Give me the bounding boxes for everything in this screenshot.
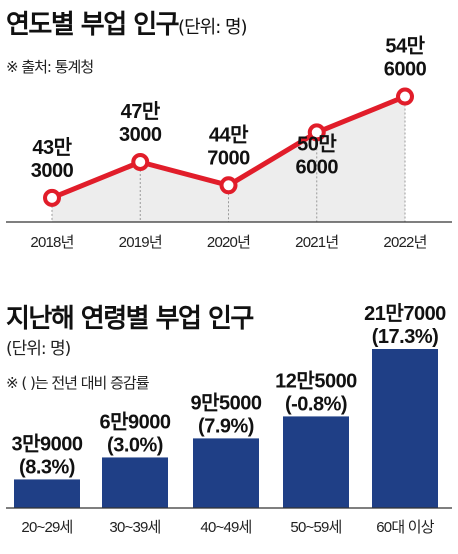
bar-chart-unit: (단위: 명): [6, 339, 71, 359]
bar-value-label: 3만9000: [11, 432, 82, 455]
line-chart-title-text: 연도별 부업 인구: [6, 10, 180, 40]
data-label: 44만: [209, 123, 249, 146]
bar-value-label: 9만5000: [190, 391, 261, 414]
bar-growth-label: (8.3%): [19, 456, 75, 478]
data-point: [131, 153, 150, 171]
data-label: 47만: [121, 100, 161, 123]
data-label: 54만: [385, 35, 425, 58]
data-label: 3000: [119, 124, 162, 146]
data-point: [307, 123, 326, 142]
data-label: 6000: [384, 59, 427, 81]
bar-growth-label: (7.9%): [198, 415, 254, 437]
data-label: 50만: [297, 132, 337, 155]
bar-value-label: 21만7000: [364, 302, 446, 325]
line-chart-unit: (단위: 명): [178, 17, 248, 38]
x-tick-label: 60대 이상: [376, 519, 434, 536]
bar: [372, 349, 438, 508]
data-point: [396, 87, 414, 106]
x-tick-label: 2020년: [207, 234, 250, 251]
bar: [283, 416, 349, 508]
data-label: 6000: [296, 156, 339, 178]
x-tick-label: 2019년: [119, 234, 162, 251]
x-tick-label: 2021년: [295, 234, 338, 251]
x-tick-label: 30~39세: [109, 519, 160, 536]
x-tick-label: 2018년: [30, 234, 73, 251]
line-chart-title: 연도별 부업 인구(단위: 명): [6, 4, 248, 41]
bar-value-label: 12만5000: [275, 369, 357, 392]
bar-growth-label: (17.3%): [372, 326, 439, 348]
bar: [14, 479, 80, 508]
bar-chart-note: ※ ( )는 전년 대비 증감률: [6, 374, 150, 392]
data-label: 43만: [32, 136, 72, 159]
x-tick-label: 40~49세: [200, 519, 251, 536]
line-chart-source: ※ 출처: 통계청: [6, 58, 94, 76]
bar-growth-label: (-0.8%): [285, 393, 347, 415]
bar: [193, 438, 259, 508]
data-point: [43, 188, 61, 207]
bar-value-label: 6만9000: [99, 410, 170, 433]
data-label: 7000: [207, 147, 250, 169]
x-tick-label: 20~29세: [21, 519, 72, 536]
data-label: 3000: [31, 160, 74, 182]
x-tick-label: 50~59세: [290, 519, 341, 536]
x-tick-label: 2022년: [383, 234, 426, 251]
data-point: [219, 176, 238, 195]
bar: [102, 457, 168, 508]
bar-chart-title: 지난해 연령별 부업 인구: [6, 304, 254, 334]
bar-growth-label: (3.0%): [107, 434, 163, 456]
